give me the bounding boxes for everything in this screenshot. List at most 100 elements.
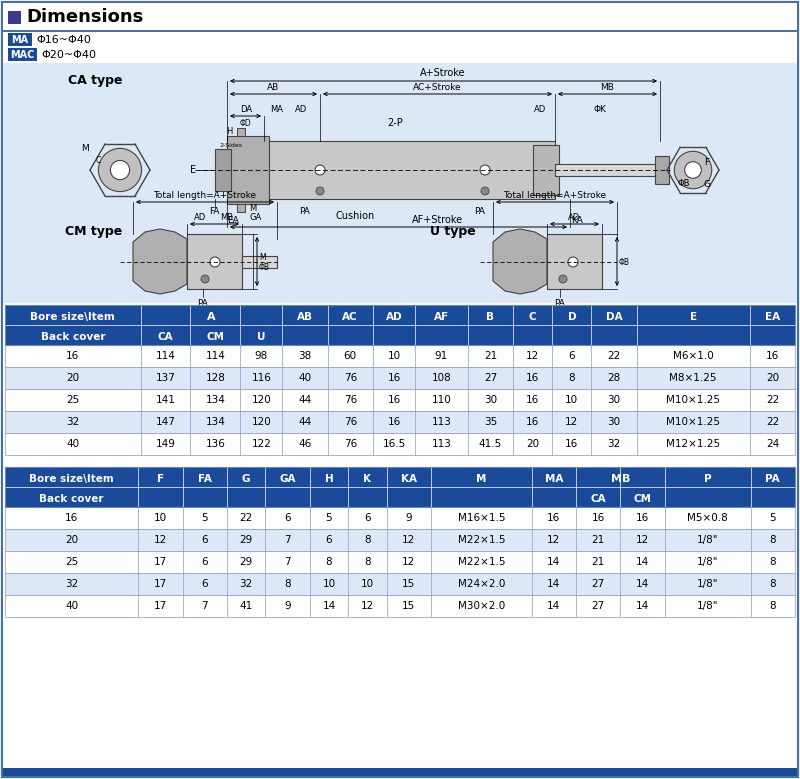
Bar: [5, 467, 795, 507]
Text: 22: 22: [607, 351, 621, 361]
Text: 12: 12: [526, 351, 539, 361]
Text: 113: 113: [431, 417, 451, 427]
Text: 22: 22: [239, 513, 253, 523]
Text: 76: 76: [344, 417, 357, 427]
Text: 20: 20: [526, 439, 539, 449]
Bar: [3, 63, 797, 303]
Text: 110: 110: [431, 395, 451, 405]
Text: CA type: CA type: [68, 73, 122, 86]
Bar: [533, 145, 559, 195]
Circle shape: [98, 149, 142, 192]
Text: 6: 6: [202, 535, 208, 545]
Text: 6: 6: [202, 557, 208, 567]
Text: CM: CM: [634, 494, 652, 504]
Text: E: E: [190, 165, 196, 175]
Text: FA: FA: [209, 207, 219, 216]
Bar: [5, 551, 795, 573]
Text: 7: 7: [202, 601, 208, 611]
Text: 134: 134: [206, 417, 226, 427]
Text: Bore size\Item: Bore size\Item: [30, 312, 115, 322]
Text: 41.5: 41.5: [479, 439, 502, 449]
Text: ΦB: ΦB: [677, 178, 690, 188]
Bar: [3, 32, 797, 47]
Text: 16: 16: [592, 513, 605, 523]
Text: MA: MA: [545, 474, 563, 484]
Text: M: M: [81, 143, 89, 153]
Text: 27: 27: [592, 601, 605, 611]
Text: KA: KA: [571, 216, 583, 225]
Circle shape: [210, 257, 220, 267]
Bar: [242, 256, 277, 268]
Text: M16×1.5: M16×1.5: [458, 513, 505, 523]
Text: 27: 27: [484, 373, 497, 383]
Text: 60: 60: [344, 351, 357, 361]
Text: 30: 30: [484, 395, 497, 405]
Text: MAC: MAC: [10, 50, 34, 59]
Text: 10: 10: [361, 579, 374, 589]
Text: 8: 8: [569, 373, 575, 383]
Text: 120: 120: [251, 395, 271, 405]
Text: PA: PA: [299, 207, 310, 216]
Text: 16: 16: [566, 439, 578, 449]
Bar: [237, 128, 245, 136]
Text: Total length=A+Stroke: Total length=A+Stroke: [154, 191, 257, 200]
Text: 12: 12: [402, 557, 415, 567]
Text: 16: 16: [387, 395, 401, 405]
Bar: [215, 149, 231, 191]
Text: 30: 30: [607, 417, 621, 427]
Text: 16: 16: [766, 351, 779, 361]
Bar: [5, 305, 795, 345]
Text: 16: 16: [526, 373, 539, 383]
Text: 32: 32: [239, 579, 253, 589]
Text: 10: 10: [154, 513, 167, 523]
Text: 16: 16: [526, 417, 539, 427]
Text: 8: 8: [770, 557, 776, 567]
Text: 35: 35: [484, 417, 497, 427]
Bar: [5, 305, 795, 345]
Text: PA: PA: [474, 207, 486, 216]
Bar: [5, 573, 795, 595]
Text: M30×2.0: M30×2.0: [458, 601, 505, 611]
Circle shape: [481, 187, 489, 195]
Polygon shape: [493, 229, 547, 294]
Text: 122: 122: [251, 439, 271, 449]
Text: AB: AB: [267, 83, 279, 92]
Text: 8: 8: [770, 535, 776, 545]
Bar: [5, 389, 795, 411]
Text: M24×2.0: M24×2.0: [458, 579, 505, 589]
Text: AF+Stroke: AF+Stroke: [411, 215, 462, 225]
Text: MA: MA: [270, 105, 283, 114]
Text: 14: 14: [636, 601, 650, 611]
Text: 114: 114: [156, 351, 175, 361]
Text: 128: 128: [206, 373, 226, 383]
Text: 6: 6: [569, 351, 575, 361]
Text: 15: 15: [402, 601, 415, 611]
Text: 16: 16: [387, 373, 401, 383]
Text: 21: 21: [484, 351, 497, 361]
Text: H: H: [226, 127, 232, 136]
Text: 14: 14: [547, 557, 561, 567]
Text: 27: 27: [592, 579, 605, 589]
Text: 29: 29: [239, 557, 253, 567]
Text: PA: PA: [554, 299, 566, 308]
Text: 1/8": 1/8": [697, 535, 718, 545]
Text: 91: 91: [435, 351, 448, 361]
Bar: [3, 768, 797, 776]
Text: 21: 21: [592, 557, 605, 567]
Text: AD: AD: [295, 105, 307, 114]
Text: U type: U type: [430, 224, 476, 238]
Bar: [3, 30, 797, 32]
Text: 8: 8: [770, 579, 776, 589]
Text: 108: 108: [431, 373, 451, 383]
Text: 8: 8: [326, 557, 332, 567]
Circle shape: [110, 160, 130, 180]
Text: 76: 76: [344, 439, 357, 449]
Text: 20: 20: [65, 535, 78, 545]
Text: Cushion: Cushion: [335, 211, 374, 221]
Text: C: C: [95, 156, 101, 164]
Text: 12: 12: [154, 535, 167, 545]
Circle shape: [201, 275, 209, 283]
Text: 12: 12: [402, 535, 415, 545]
Text: 22: 22: [766, 417, 779, 427]
Text: MA: MA: [11, 34, 29, 44]
